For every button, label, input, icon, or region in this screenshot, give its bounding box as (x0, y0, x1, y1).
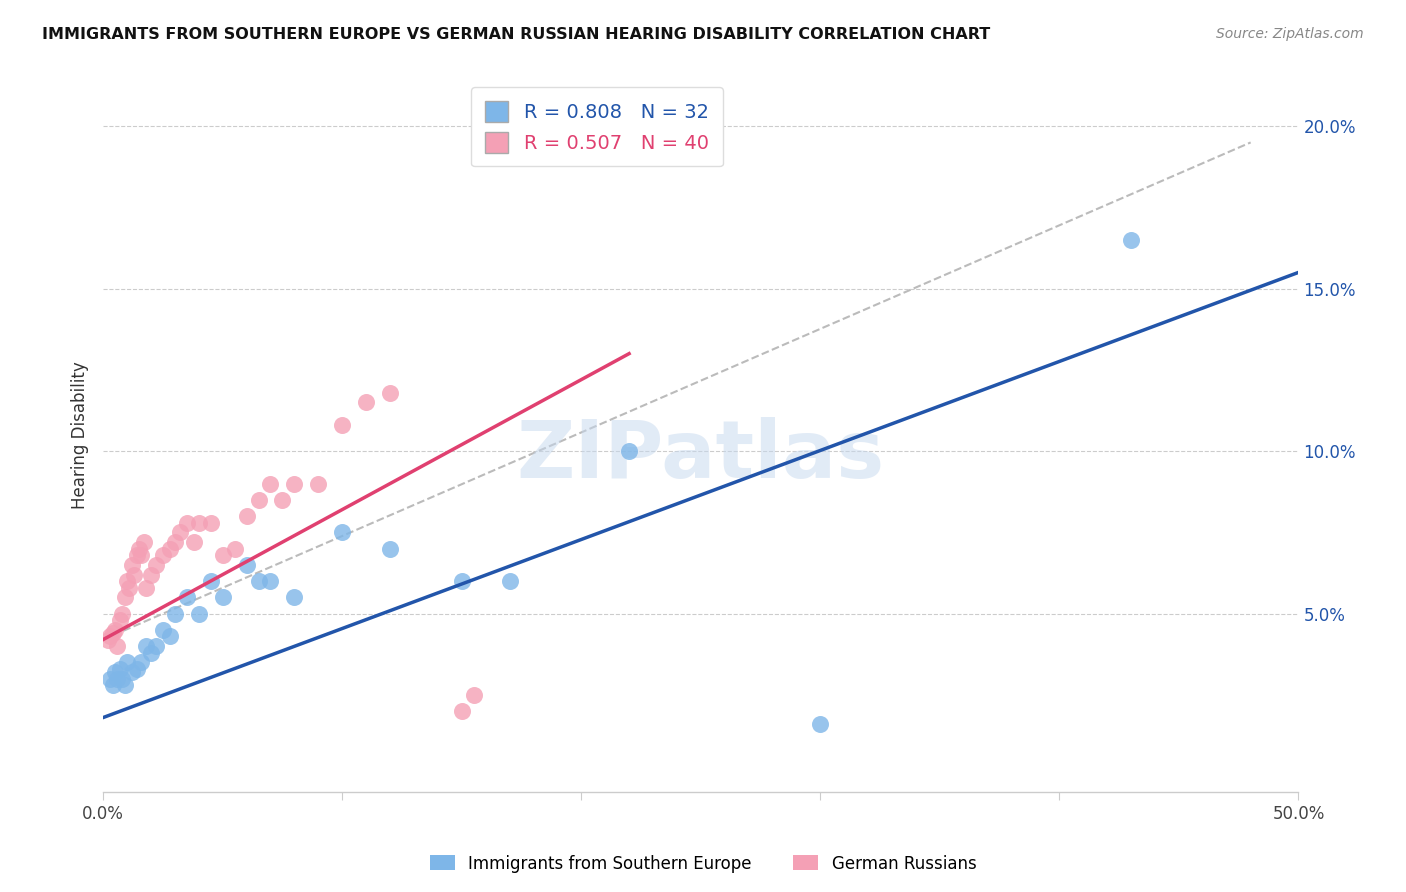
Point (125, 662, 148, 676)
Point (139, 567, 162, 582)
Point (1121, 233, 1143, 247)
Point (176, 516, 198, 530)
Text: Source: ZipAtlas.com: Source: ZipAtlas.com (1216, 27, 1364, 41)
Point (271, 492, 294, 507)
Point (118, 581, 141, 595)
Point (163, 535, 186, 549)
Point (97, 632, 120, 647)
Point (200, 574, 222, 588)
Point (211, 548, 233, 562)
Point (283, 476, 305, 491)
Point (176, 591, 198, 605)
Point (247, 574, 270, 588)
Point (235, 558, 257, 572)
Point (169, 525, 191, 540)
Point (152, 548, 174, 562)
Point (131, 656, 153, 670)
Point (145, 558, 167, 572)
Point (111, 607, 134, 621)
Point (98, 672, 121, 686)
Point (104, 623, 127, 637)
Point (808, 717, 831, 731)
Text: ZIPatlas: ZIPatlas (516, 417, 884, 495)
Point (159, 541, 181, 556)
Point (104, 665, 127, 679)
Legend: Immigrants from Southern Europe, German Russians: Immigrants from Southern Europe, German … (423, 848, 983, 880)
Point (121, 665, 143, 679)
Point (330, 525, 353, 540)
Point (187, 607, 209, 621)
Point (131, 548, 153, 562)
Point (450, 704, 472, 718)
Point (183, 535, 205, 549)
Point (378, 385, 401, 400)
Point (108, 662, 131, 676)
Point (114, 678, 136, 692)
Point (200, 516, 222, 530)
Y-axis label: Hearing Disability: Hearing Disability (72, 361, 89, 508)
Point (235, 509, 257, 524)
Point (121, 558, 143, 572)
Point (378, 541, 401, 556)
Text: IMMIGRANTS FROM SOUTHERN EUROPE VS GERMAN RUSSIAN HEARING DISABILITY CORRELATION: IMMIGRANTS FROM SOUTHERN EUROPE VS GERMA… (42, 27, 990, 42)
Point (498, 574, 520, 588)
Point (135, 581, 157, 595)
Point (463, 688, 485, 702)
Point (152, 623, 174, 637)
Point (354, 395, 377, 409)
Point (107, 672, 129, 686)
Point (259, 476, 281, 491)
Point (107, 639, 129, 653)
Point (111, 672, 134, 686)
Legend: R = 0.808   N = 32, R = 0.507   N = 40: R = 0.808 N = 32, R = 0.507 N = 40 (471, 87, 723, 167)
Point (159, 629, 181, 643)
Point (114, 591, 136, 605)
Point (125, 548, 148, 562)
Point (101, 678, 124, 692)
Point (307, 476, 329, 491)
Point (450, 574, 472, 588)
Point (163, 607, 186, 621)
Point (211, 591, 233, 605)
Point (101, 626, 124, 640)
Point (145, 639, 167, 653)
Point (135, 639, 157, 653)
Point (617, 444, 640, 458)
Point (283, 591, 305, 605)
Point (139, 646, 162, 660)
Point (115, 574, 138, 588)
Point (330, 418, 353, 433)
Point (259, 574, 281, 588)
Point (224, 541, 246, 556)
Point (128, 541, 150, 556)
Point (115, 656, 138, 670)
Point (187, 516, 209, 530)
Point (122, 567, 145, 582)
Point (132, 535, 155, 549)
Point (98, 629, 121, 643)
Point (108, 613, 131, 627)
Point (247, 492, 270, 507)
